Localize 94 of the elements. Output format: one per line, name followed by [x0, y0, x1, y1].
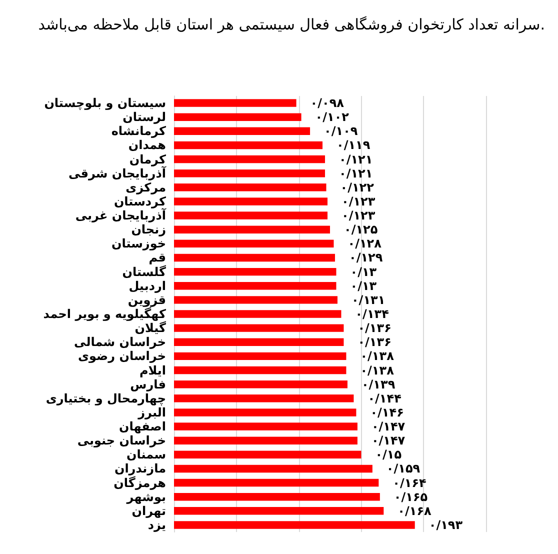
bar — [174, 212, 328, 220]
bar — [174, 436, 358, 444]
data-label: ۰/۱۲۵ — [344, 222, 378, 237]
data-label: ۰/۱۳۸ — [360, 349, 395, 364]
data-label: ۰/۱۲۳ — [342, 194, 376, 208]
y-tick-label: خراسان رضوی — [78, 349, 166, 364]
data-label: ۰/۱۵ — [375, 448, 402, 462]
data-label: ۰/۱۴۶ — [370, 405, 404, 420]
data-label: ۰/۱۳۹ — [361, 377, 396, 392]
bar — [174, 450, 362, 459]
bar — [174, 478, 379, 487]
data-label: ۰/۱۲۳ — [342, 208, 376, 223]
y-tick-label: قزوین — [128, 292, 166, 307]
bar — [174, 394, 354, 402]
data-label: ۰/۱۳ — [350, 278, 378, 293]
y-tick-label: البرز — [137, 405, 166, 420]
y-tick-label: بوشهر — [126, 490, 166, 504]
y-tick-label: کرمان — [129, 152, 166, 166]
y-tick-label: قم — [148, 250, 166, 265]
bar — [174, 226, 330, 234]
y-tick-label: هرمزگان — [114, 476, 166, 490]
y-tick-label: چهارمحال و بختیاری — [46, 391, 166, 406]
bar — [174, 492, 380, 501]
data-label: ۰/۱۴۴ — [368, 391, 402, 406]
bar — [174, 464, 372, 473]
data-label: ۰/۱۶۸ — [398, 504, 432, 518]
chart-title: سرانه تعداد کارتخوان فروشگاهی فعال سیستمی هر استان قابل ملاحظه می‌باشد. — [38, 16, 546, 34]
y-tick-label: خراسان جنوبی — [77, 434, 166, 448]
bar — [174, 99, 296, 107]
y-tick-label: سمنان — [126, 448, 166, 462]
bar — [174, 155, 326, 164]
data-label: ۰/۱۴۷ — [371, 420, 406, 434]
bar — [174, 282, 336, 290]
data-label: ۰/۱۲۸ — [348, 236, 382, 251]
y-tick-label: سیستان و بلوچستان — [44, 96, 166, 110]
data-label: ۰/۰۹۸ — [310, 96, 345, 110]
data-label: ۰/۱۲۹ — [348, 250, 384, 265]
data-label: ۰/۱۳۶ — [358, 321, 392, 336]
y-tick-label: آذربایجان شرقی — [68, 165, 167, 180]
y-tick-label: زنجان — [131, 222, 166, 237]
data-label: ۰/۱۹۳ — [428, 518, 464, 532]
y-tick-label: تهران — [132, 504, 166, 518]
y-tick-label: کردستان — [114, 194, 166, 208]
data-label: ۰/۱۰۲ — [315, 110, 350, 124]
bar — [174, 366, 346, 374]
bar — [174, 352, 346, 360]
y-tick-label: فارس — [130, 377, 166, 392]
y-tick-label: مرکزی — [126, 180, 166, 194]
bar — [174, 310, 342, 318]
data-label: ۰/۱۴۷ — [371, 434, 406, 448]
y-tick-label: گلستان — [122, 264, 166, 279]
bar — [174, 198, 328, 206]
bar — [174, 127, 310, 136]
y-tick-label: خوزستان — [111, 236, 166, 251]
data-label: ۰/۱۰۹ — [324, 124, 358, 138]
y-tick-label: یزد — [148, 518, 166, 532]
y-tick-label: لرستان — [122, 110, 166, 124]
bar — [174, 296, 338, 304]
bar — [174, 184, 326, 192]
y-tick-label: خراسان شمالی — [74, 335, 166, 350]
data-label: ۰/۱۲۱ — [339, 152, 373, 166]
bar — [174, 380, 348, 388]
y-tick-label: آذربایجان غربی — [75, 208, 167, 223]
y-tick-label: همدان — [128, 138, 166, 152]
bar — [174, 141, 323, 150]
bar — [174, 268, 336, 276]
bar — [174, 324, 344, 332]
bar — [174, 113, 302, 121]
bar — [174, 338, 344, 346]
data-label: ۰/۱۶۵ — [394, 490, 428, 504]
bar — [174, 240, 334, 248]
data-label: ۰/۱۳۶ — [358, 335, 392, 350]
y-tick-label: ایلام — [139, 363, 166, 378]
data-label: ۰/۱۲۲ — [340, 180, 375, 194]
y-tick-label: اردبیل — [128, 278, 166, 293]
bar — [174, 254, 335, 262]
y-tick-label: کرمانشاه — [111, 124, 166, 138]
y-tick-label: کهگیلویه و بویر احمد — [43, 307, 166, 321]
data-label: ۰/۱۳۴ — [355, 307, 389, 321]
y-tick-label: گیلان — [134, 321, 166, 336]
bar — [174, 521, 415, 529]
data-label: ۰/۱۳۸ — [360, 363, 395, 378]
data-label: ۰/۱۶۴ — [392, 476, 426, 490]
y-tick-label: مازندران — [114, 462, 166, 476]
data-label: ۰/۱۵۹ — [386, 462, 421, 476]
bar — [174, 507, 384, 515]
bar — [174, 422, 358, 430]
bar — [174, 408, 356, 416]
data-label: ۰/۱۱۹ — [336, 138, 371, 152]
y-tick-label: اصفهان — [118, 420, 166, 434]
data-label: ۰/۱۲۱ — [339, 166, 373, 180]
bar — [174, 169, 326, 178]
data-label: ۰/۱۳۱ — [351, 292, 386, 307]
data-label: ۰/۱۳ — [350, 264, 378, 279]
